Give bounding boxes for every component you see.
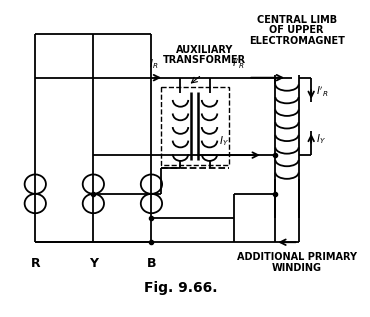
Text: Y: Y [89, 257, 98, 270]
Text: WINDING: WINDING [272, 262, 322, 273]
Text: $I_R$: $I_R$ [149, 57, 158, 71]
Text: $I'_R$: $I'_R$ [232, 57, 245, 71]
Text: ELECTROMAGNET: ELECTROMAGNET [249, 36, 344, 46]
Text: $I'_R$: $I'_R$ [316, 85, 329, 99]
Bar [161, 87, 229, 165]
Text: $I_Y$: $I_Y$ [316, 132, 326, 146]
Text: AUXILIARY: AUXILIARY [176, 45, 233, 55]
Text: $I_Y$: $I_Y$ [219, 134, 229, 148]
Text: TRANSFORMER: TRANSFORMER [163, 55, 246, 65]
Text: OF UPPER: OF UPPER [269, 25, 324, 36]
Text: Fig. 9.66.: Fig. 9.66. [144, 281, 217, 295]
Text: B: B [147, 257, 156, 270]
Text: ADDITIONAL PRIMARY: ADDITIONAL PRIMARY [237, 252, 357, 262]
Text: R: R [30, 257, 40, 270]
Text: CENTRAL LIMB: CENTRAL LIMB [257, 15, 337, 25]
